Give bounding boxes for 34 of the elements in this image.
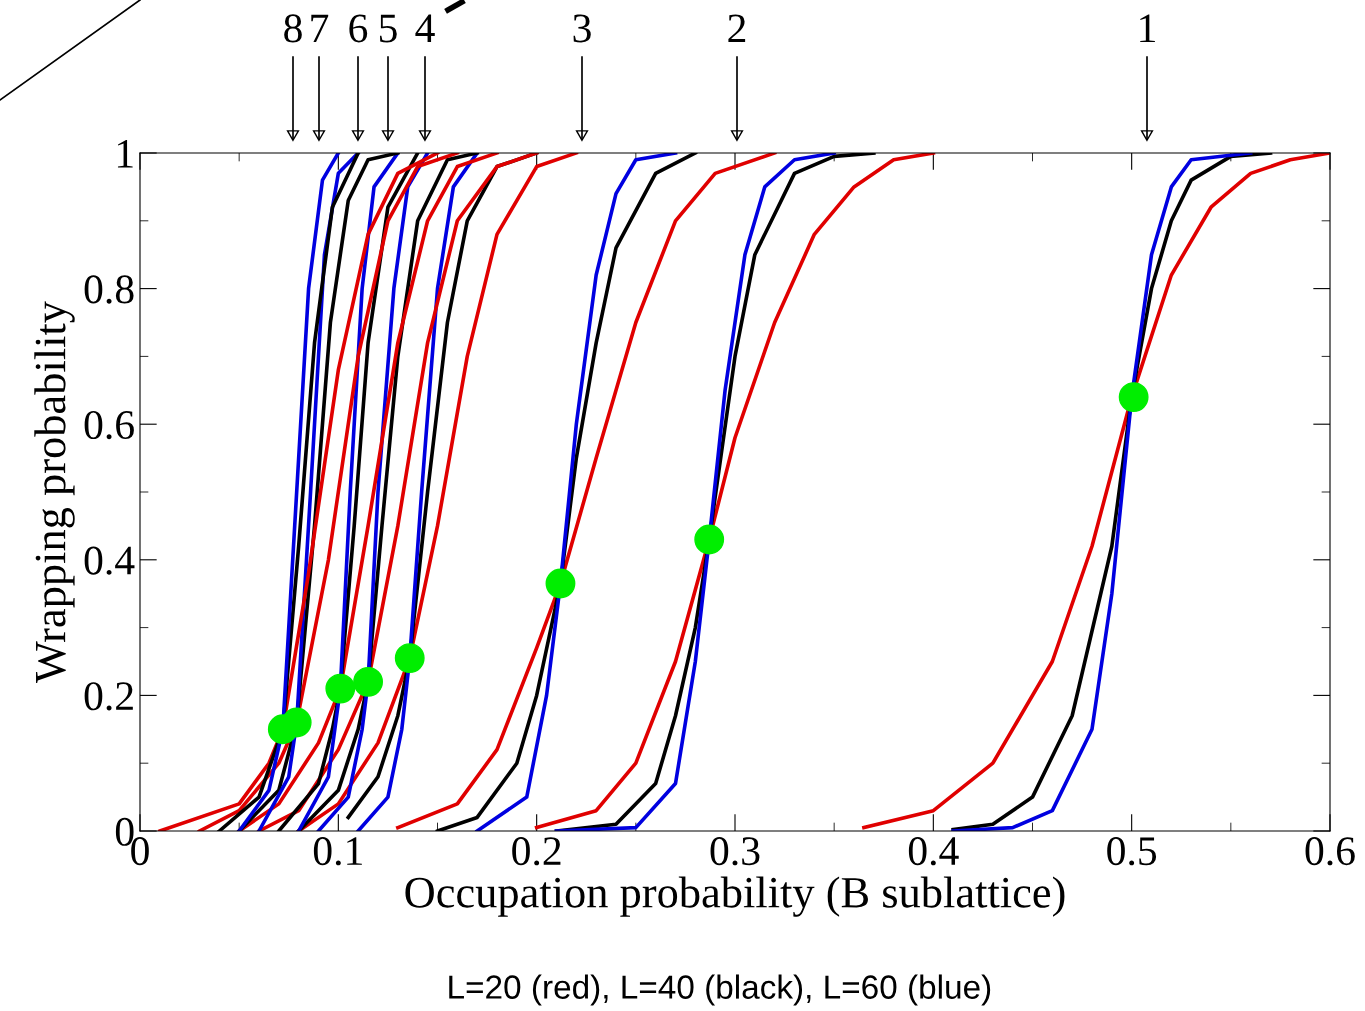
line-series — [475, 153, 678, 831]
point — [1118, 382, 1149, 413]
line-series — [237, 153, 341, 831]
text: 2 — [728, 14, 746, 43]
point — [353, 666, 384, 697]
text: 6 — [349, 14, 368, 43]
y-tick-label: 0.2 — [84, 682, 133, 711]
x-tick-label: 0.1 — [313, 837, 362, 866]
line-series — [356, 153, 479, 831]
point — [394, 643, 425, 674]
line-series — [534, 153, 936, 830]
x-tick-label: 0.2 — [512, 837, 561, 866]
line-series — [396, 153, 777, 830]
point — [281, 707, 312, 738]
point — [545, 568, 576, 599]
text: 5 — [380, 14, 397, 43]
text: 8 — [284, 14, 302, 43]
x-axis-title: Occupation probability (B sublattice) — [405, 876, 1065, 917]
y-tick-label: 0.4 — [84, 546, 135, 575]
point — [325, 673, 356, 704]
y-tick-label: 0.8 — [84, 275, 134, 304]
x-tick-label: 0.6 — [1305, 837, 1355, 866]
x-tick-label: 0.3 — [710, 837, 760, 866]
text: 7 — [311, 14, 329, 43]
text: 1 — [1140, 14, 1155, 43]
text: L=20 (red), L=40 (black), L=60 (blue) — [449, 974, 991, 1006]
point — [694, 524, 725, 555]
x-tick-label: 0.4 — [908, 837, 959, 866]
x-tick-label: 0.5 — [1107, 837, 1157, 866]
text: 4 — [415, 14, 435, 43]
text: 3 — [573, 14, 591, 43]
y-tick-label: 0.6 — [84, 410, 134, 440]
y-tick-label: 1 — [117, 139, 133, 168]
y-axis-title: Wrapping probability — [34, 301, 75, 683]
